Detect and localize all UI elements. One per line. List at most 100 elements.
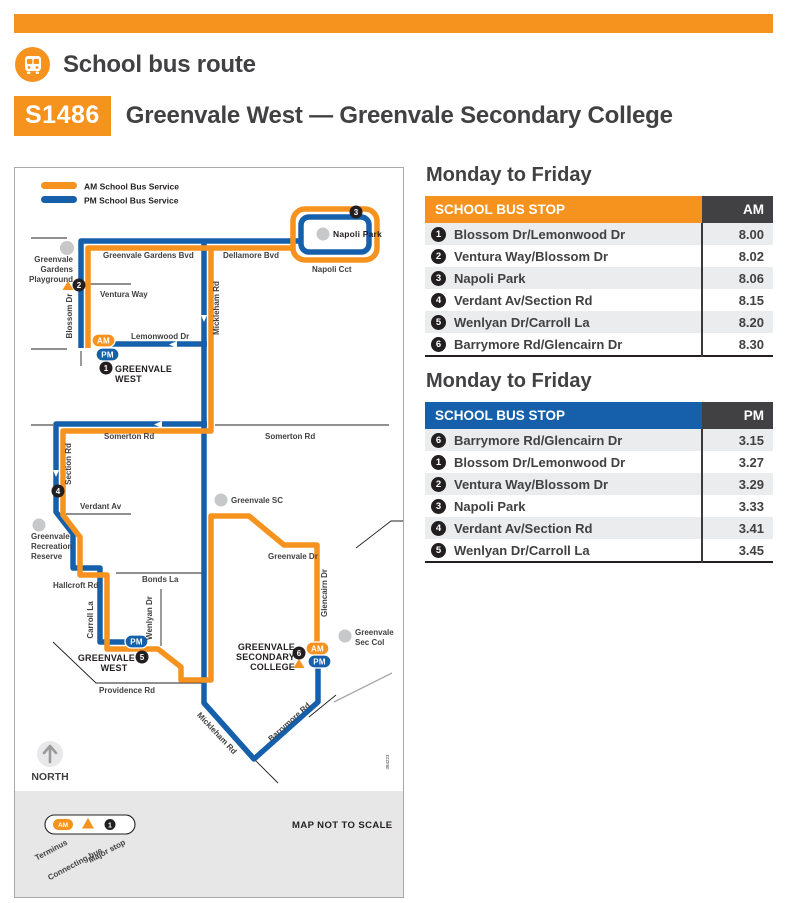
stop-number-badge: 1 <box>431 227 446 243</box>
stop-time: 3.33 <box>701 495 773 517</box>
stop-number-badge: 6 <box>431 337 446 353</box>
route-code-badge: S1486 <box>14 96 111 136</box>
road-label-mickleham-upper: Mickleham Rd <box>212 281 221 335</box>
stop-marker-6: 6 <box>292 646 306 660</box>
major-stop-icon <box>104 819 116 830</box>
route-type-header: School bus route <box>15 47 256 82</box>
pm-route-blossom-gardens <box>78 238 299 348</box>
svg-text:PM: PM <box>101 351 114 360</box>
timetable-row: 5 Wenlyan Dr/Carroll La 8.20 <box>425 311 773 333</box>
stop-number-badge: 4 <box>431 521 446 537</box>
landmark-playground <box>60 241 74 255</box>
timetable-row: 1 Blossom Dr/Lemonwood Dr 3.27 <box>425 451 773 473</box>
map-footer-panel <box>15 791 403 897</box>
road-label-carroll: Carroll La <box>86 601 95 639</box>
landmark-label-recreation-3: Reserve <box>31 552 63 561</box>
stop-time: 3.15 <box>701 429 773 451</box>
stop-time: 8.00 <box>701 223 773 245</box>
landmark-label-recreation-1: Greenvale <box>31 532 70 541</box>
minor-road-providence <box>52 641 206 684</box>
stop-marker-1: 1 <box>99 361 113 375</box>
pm-terminus-pill-stop1: PM <box>95 347 120 362</box>
landmark-greenvale-sec-col <box>338 629 352 643</box>
stop-name: Verdant Av/Section Rd <box>454 293 593 309</box>
road-label-gardens: Greenvale Gardens Bvd <box>103 251 194 260</box>
road-label-dellamore: Dellamore Bvd <box>223 251 279 260</box>
stop-marker-4: 4 <box>51 484 65 498</box>
minor-road <box>253 758 279 784</box>
stop-time: 8.20 <box>701 311 773 333</box>
svg-text:AM: AM <box>311 645 324 654</box>
timetable-row: 3 Napoli Park 3.33 <box>425 495 773 517</box>
stop-marker-2: 2 <box>72 278 86 292</box>
am-stop-column-header: SCHOOL BUS STOP <box>425 196 702 223</box>
connecting-bus-icon <box>62 281 74 290</box>
svg-text:1: 1 <box>104 364 109 373</box>
major-stop-icon-label: 1 <box>108 823 112 830</box>
place-label-greenvale-west-5a: GREENVALE <box>78 653 135 663</box>
minor-road <box>333 672 393 703</box>
road-label-somerton-left: Somerton Rd <box>104 432 154 441</box>
am-terminus-pill-college: AM <box>305 641 330 656</box>
landmark-label-napoli-park: Napoli Park <box>333 229 382 239</box>
north-arrow-icon <box>42 744 58 764</box>
pm-route-somerton-section-carroll <box>53 421 207 645</box>
place-label-greenvale-west-1b: WEST <box>115 374 142 384</box>
north-indicator: NORTH <box>31 741 69 783</box>
road-label-ventura: Ventura Way <box>100 290 148 299</box>
stop-time: 8.02 <box>701 245 773 267</box>
route-map: 2 3 1 4 5 6 AM PM PM AM <box>14 167 404 898</box>
svg-text:5: 5 <box>140 653 145 662</box>
road-label-wenlyan: Wenlyan Dr <box>145 596 154 640</box>
svg-text:2: 2 <box>77 281 82 290</box>
pm-stop-column-header: SCHOOL BUS STOP <box>425 402 702 429</box>
svg-text:AM: AM <box>97 337 110 346</box>
road-label-verdant: Verdant Av <box>80 502 122 511</box>
pm-route-mickleham-barrymore <box>201 239 321 762</box>
road-label-blossom: Blossom Dr <box>65 294 74 339</box>
stop-name: Barrymore Rd/Glencairn Dr <box>454 337 623 353</box>
connecting-bus-icon <box>293 659 305 668</box>
stop-marker-3: 3 <box>349 205 363 219</box>
stop-time: 8.30 <box>701 333 773 356</box>
stop-name: Ventura Way/Blossom Dr <box>454 249 609 265</box>
stop-name: Wenlyan Dr/Carroll La <box>454 315 590 331</box>
direction-arrow <box>53 470 59 477</box>
stop-name: Napoli Park <box>454 499 526 515</box>
stop-number-badge: 6 <box>431 433 446 449</box>
road-label-lemonwood: Lemonwood Dr <box>131 332 189 341</box>
am-line-swatch <box>41 182 77 189</box>
timetable-row: 2 Ventura Way/Blossom Dr 8.02 <box>425 245 773 267</box>
timetable-row: 3 Napoli Park 8.06 <box>425 267 773 289</box>
pm-period-header: PM <box>702 402 773 429</box>
landmark-label-playground-1: Greenvale <box>34 255 73 264</box>
timetable-row: 4 Verdant Av/Section Rd 3.41 <box>425 517 773 539</box>
road-label-napoli-cct: Napoli Cct <box>312 265 352 274</box>
stop-time: 8.15 <box>701 289 773 311</box>
svg-text:PM: PM <box>313 658 326 667</box>
pm-timetable-title: Monday to Friday <box>426 370 592 392</box>
pm-terminus-pill-stop5: PM <box>124 634 149 649</box>
route-name: Greenvale West — Greenvale Secondary Col… <box>125 102 673 129</box>
place-label-greenvale-west-1a: GREENVALE <box>115 364 172 374</box>
stop-number-badge: 5 <box>431 543 446 559</box>
landmark-label-playground-3: Playground <box>29 275 73 284</box>
road-label-somerton-right: Somerton Rd <box>265 432 315 441</box>
svg-text:6: 6 <box>297 649 302 658</box>
stop-number-badge: 3 <box>431 499 446 515</box>
connecting-bus-legend-icon <box>82 818 94 829</box>
landmark-napoli-park <box>316 227 330 241</box>
timetable-row: 6 Barrymore Rd/Glencairn Dr 3.15 <box>425 429 773 451</box>
place-label-college-3: COLLEGE <box>250 662 295 672</box>
map-service-legend: AM School Bus Service PM School Bus Serv… <box>41 182 179 206</box>
terminus-icon-label: AM <box>58 822 68 829</box>
stop-number-badge: 1 <box>431 455 446 471</box>
place-label-greenvale-west-5b: WEST <box>101 663 128 673</box>
stop-time: 3.29 <box>701 473 773 495</box>
stop-name: Barrymore Rd/Glencairn Dr <box>454 433 623 449</box>
timetables-column: Monday to Friday SCHOOL BUS STOP AM 1 Blo… <box>425 164 773 576</box>
minor-road <box>308 694 337 718</box>
svg-text:PM: PM <box>130 638 143 647</box>
map-id: 384223 <box>385 754 390 770</box>
